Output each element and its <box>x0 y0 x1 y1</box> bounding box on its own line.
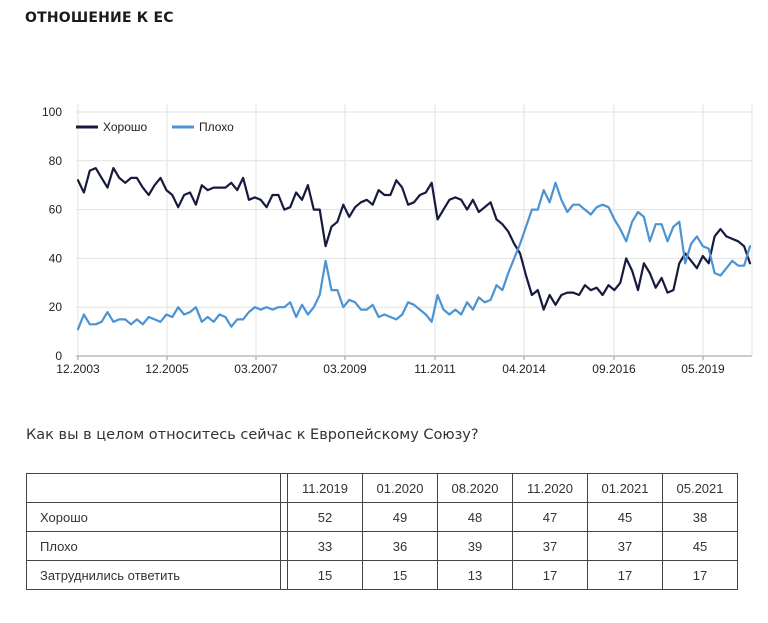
y-tick-label: 60 <box>49 203 63 217</box>
results-table: 11.2019 01.2020 08.2020 11.2020 01.2021 … <box>26 473 738 590</box>
x-tick-label: 03.2007 <box>234 362 278 376</box>
series-line-bad <box>76 181 752 331</box>
y-tick-label: 80 <box>49 154 63 168</box>
table-corner-cell <box>26 473 281 503</box>
row-label: Хорошо <box>26 502 281 532</box>
y-tick-label: 20 <box>49 300 63 314</box>
x-tick-label: 05.2019 <box>681 362 725 376</box>
column-header: 01.2020 <box>362 473 438 503</box>
table-cell: 36 <box>362 531 438 561</box>
table-cell: 38 <box>662 502 738 532</box>
table-cell: 17 <box>587 560 663 590</box>
legend-label: Хорошо <box>103 120 148 134</box>
table-separator-cell <box>280 531 288 561</box>
x-tick-label: 04.2014 <box>502 362 546 376</box>
row-label: Плохо <box>26 531 281 561</box>
table-separator-cell <box>280 560 288 590</box>
column-header: 11.2020 <box>512 473 588 503</box>
table-cell: 45 <box>662 531 738 561</box>
table-row: Затруднились ответить 15 15 13 17 17 17 <box>26 560 738 590</box>
x-tick-label: 09.2016 <box>592 362 636 376</box>
table-cell: 52 <box>287 502 363 532</box>
table-cell: 17 <box>512 560 588 590</box>
row-label: Затруднились ответить <box>26 560 281 590</box>
table-cell: 37 <box>587 531 663 561</box>
y-tick-label: 100 <box>42 105 62 119</box>
table-cell: 39 <box>437 531 513 561</box>
page-title: ОТНОШЕНИЕ К ЕС <box>25 10 174 26</box>
table-cell: 15 <box>287 560 363 590</box>
column-header: 11.2019 <box>287 473 363 503</box>
x-tick-label: 11.2011 <box>414 362 456 376</box>
table-cell: 15 <box>362 560 438 590</box>
table-row: Плохо 33 36 39 37 37 45 <box>26 531 738 561</box>
column-header: 08.2020 <box>437 473 513 503</box>
y-tick-label: 40 <box>49 251 63 265</box>
x-tick-label: 12.2003 <box>56 362 100 376</box>
table-cell: 37 <box>512 531 588 561</box>
table-cell: 45 <box>587 502 663 532</box>
table-separator-cell <box>280 502 288 532</box>
series-line-good <box>76 167 752 311</box>
y-tick-label: 0 <box>55 349 62 363</box>
survey-question: Как вы в целом относитесь сейчас к Европ… <box>26 427 479 443</box>
legend-label: Плохо <box>199 120 234 134</box>
x-tick-label: 03.2009 <box>323 362 367 376</box>
table-row: Хорошо 52 49 48 47 45 38 <box>26 502 738 532</box>
column-header: 01.2021 <box>587 473 663 503</box>
x-tick-label: 12.2005 <box>145 362 189 376</box>
table-separator-cell <box>280 473 288 503</box>
table-cell: 49 <box>362 502 438 532</box>
column-header: 05.2021 <box>662 473 738 503</box>
table-cell: 47 <box>512 502 588 532</box>
table-header-row: 11.2019 01.2020 08.2020 11.2020 01.2021 … <box>26 473 738 503</box>
table-cell: 17 <box>662 560 738 590</box>
line-chart: 0 20 40 60 80 100 12.2003 12.2005 03.2007 03.2009… <box>42 104 753 376</box>
table-cell: 33 <box>287 531 363 561</box>
table-cell: 48 <box>437 502 513 532</box>
table-cell: 13 <box>437 560 513 590</box>
